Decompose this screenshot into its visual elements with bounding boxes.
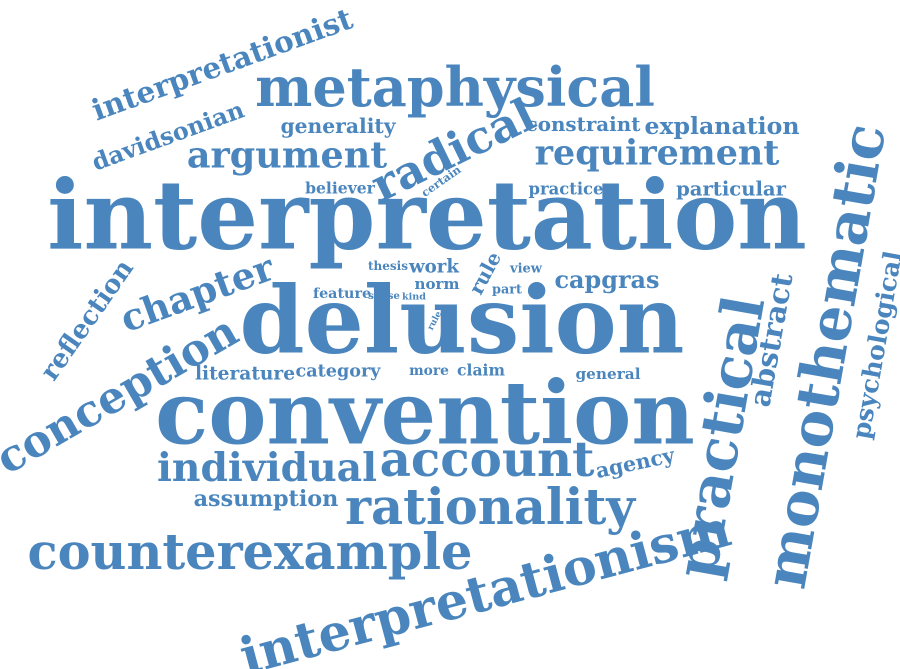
cloud-word-category: category xyxy=(296,361,382,382)
cloud-word-particular: particular xyxy=(676,178,787,201)
cloud-word-explanation: explanation xyxy=(644,112,799,140)
cloud-word-rationality: rationality xyxy=(345,478,636,536)
cloud-word-practice: practice xyxy=(529,180,604,199)
cloud-word-claim: claim xyxy=(457,361,505,380)
cloud-word-individual: individual xyxy=(157,445,377,491)
cloud-word-kind: kind xyxy=(402,292,426,303)
cloud-word-delusion: delusion xyxy=(240,266,685,375)
cloud-word-thesis: thesis xyxy=(368,259,408,273)
cloud-word-norm: norm xyxy=(415,275,460,293)
cloud-word-more: more xyxy=(409,363,449,379)
cloud-word-believer: believer xyxy=(305,179,376,198)
cloud-word-assumption: assumption xyxy=(194,486,339,512)
cloud-word-feature: feature xyxy=(313,286,371,302)
cloud-word-convention: convention xyxy=(155,362,695,465)
cloud-word-capgras: capgras xyxy=(555,266,660,294)
cloud-word-interpretation: interpretation xyxy=(47,159,807,272)
cloud-word-view: view xyxy=(509,262,543,277)
cloud-word-requirement: requirement xyxy=(535,133,780,174)
cloud-word-part: part xyxy=(492,283,522,298)
cloud-word-literature: literature xyxy=(195,364,295,385)
cloud-word-work: work xyxy=(408,257,459,278)
cloud-word-sense: sense xyxy=(368,290,400,302)
cloud-word-metaphysical: metaphysical xyxy=(255,55,655,119)
cloud-word-counterexample: counterexample xyxy=(28,523,473,581)
cloud-word-general: general xyxy=(575,365,640,383)
cloud-word-generality: generality xyxy=(280,114,396,138)
cloud-word-constraint: constraint xyxy=(526,112,642,136)
cloud-word-account: account xyxy=(380,432,596,488)
cloud-word-argument: argument xyxy=(187,134,387,177)
